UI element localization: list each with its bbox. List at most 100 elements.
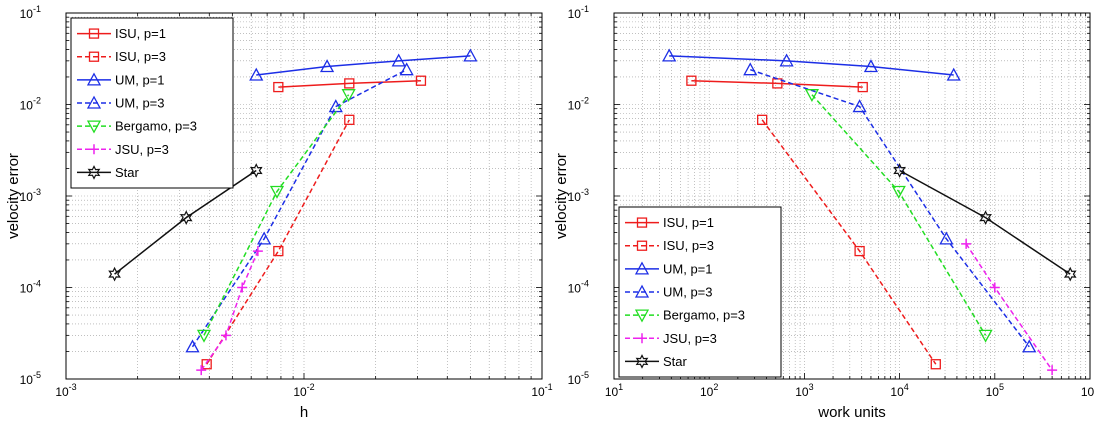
data-point	[108, 266, 121, 282]
data-point	[961, 238, 972, 249]
data-point	[989, 282, 1000, 293]
legend: ISU, p=1 ISU, p=3 UM, p=1 UM, p=3 Bergamo, p…	[618, 206, 782, 378]
legend-label: UM, p=3	[115, 96, 165, 111]
series-star	[893, 163, 1077, 282]
series-line	[811, 94, 987, 336]
legend-marker	[637, 333, 647, 344]
data-point	[852, 99, 867, 113]
data-point	[269, 185, 285, 199]
legend-entry: Star	[77, 165, 140, 180]
series-bergamo-p-3	[196, 89, 356, 343]
data-point	[979, 210, 992, 226]
legend-entry: JSU, p=3	[625, 331, 717, 346]
x-tick-label: 105	[986, 382, 1004, 399]
y-tick-label: 10-4	[20, 279, 41, 296]
data-point	[1022, 339, 1037, 353]
legend-marker	[634, 309, 650, 323]
data-point	[341, 89, 356, 103]
data-point	[854, 245, 865, 257]
data-point	[220, 330, 231, 341]
data-point	[857, 81, 868, 93]
data-point	[273, 81, 284, 93]
data-point	[185, 339, 200, 353]
series-line	[206, 119, 350, 365]
data-point	[930, 359, 941, 370]
data-point	[893, 163, 906, 178]
data-point	[743, 62, 758, 76]
series-line	[691, 79, 863, 88]
x-tick-label: 101	[605, 382, 623, 399]
legend-marker	[88, 28, 100, 39]
legend-label: Bergamo, p=3	[115, 119, 197, 134]
series-line	[191, 69, 408, 348]
series-isu-p-1	[686, 75, 868, 93]
data-point	[344, 78, 355, 89]
data-point	[196, 365, 207, 376]
data-point	[237, 282, 248, 293]
legend: ISU, p=1 ISU, p=3 UM, p=1 UM, p=3 Bergamo, p…	[70, 17, 234, 189]
x-tick-label: 104	[890, 382, 908, 399]
y-tick-label: 10-5	[20, 370, 41, 387]
x-tick-label: 10-3	[55, 382, 76, 399]
x-axis-label: h	[300, 404, 308, 421]
x-tick-label: 10-1	[531, 382, 552, 399]
legend-label: ISU, p=3	[115, 49, 166, 64]
series-line	[278, 79, 421, 88]
y-axis-label: velocity error	[553, 153, 570, 239]
legend-label: Bergamo, p=3	[663, 308, 745, 323]
data-point	[344, 114, 355, 125]
data-point	[415, 75, 427, 86]
x-tick-label: 10-2	[293, 382, 314, 399]
legend-marker	[89, 144, 99, 155]
chart-panel-1: 10-3 10-2 10-1 10-5 10-4 10-3 10-2 10-1 h velocit…	[5, 4, 553, 421]
legend-label: UM, p=3	[663, 285, 713, 300]
y-tick-label: 10-3	[20, 187, 41, 204]
data-point	[1047, 365, 1058, 376]
data-point	[399, 62, 414, 76]
legend-label: UM, p=1	[663, 261, 713, 276]
legend-label: ISU, p=1	[115, 26, 166, 41]
series-isu-p-1	[273, 75, 427, 93]
data-point	[196, 329, 212, 343]
y-tick-label: 10-1	[20, 4, 41, 21]
legend-marker	[88, 51, 100, 62]
legend-entry: ISU, p=1	[625, 215, 714, 230]
data-point	[662, 48, 677, 62]
legend-marker	[86, 120, 102, 134]
y-tick-label: 10-2	[568, 96, 589, 113]
legend-entry: UM, p=3	[625, 285, 713, 300]
legend-marker	[636, 240, 648, 251]
legend-marker	[635, 354, 649, 369]
series-um-p-1	[662, 48, 961, 81]
series-line	[200, 250, 259, 371]
data-point	[757, 114, 768, 125]
data-point	[686, 75, 697, 86]
legend-marker	[636, 217, 648, 228]
legend-entry: Bergamo, p=3	[625, 308, 745, 323]
data-point	[391, 53, 406, 67]
legend-entry: JSU, p=3	[77, 142, 169, 157]
series-jsu-p-3	[961, 238, 1058, 376]
legend-entry: UM, p=3	[77, 96, 165, 111]
y-tick-label: 10-2	[20, 96, 41, 113]
x-tick-label: 106	[1081, 382, 1094, 399]
x-axis-label: work units	[817, 404, 886, 421]
data-point	[804, 89, 820, 103]
legend-marker	[634, 284, 650, 298]
legend-label: JSU, p=3	[115, 142, 169, 157]
data-point	[201, 359, 212, 370]
legend-label: ISU, p=1	[663, 215, 714, 230]
y-tick-label: 10-1	[568, 4, 589, 21]
legend-entry: Bergamo, p=3	[77, 119, 197, 134]
data-point	[779, 53, 794, 67]
ticks	[65, 12, 543, 380]
legend-entry: ISU, p=3	[77, 49, 166, 64]
legend-marker	[87, 165, 101, 180]
data-point	[249, 163, 263, 178]
data-point	[946, 67, 961, 81]
legend-label: ISU, p=3	[663, 238, 714, 253]
data-point	[939, 231, 954, 245]
series-line	[669, 55, 954, 76]
data-point	[249, 67, 264, 81]
data-point	[179, 210, 193, 226]
